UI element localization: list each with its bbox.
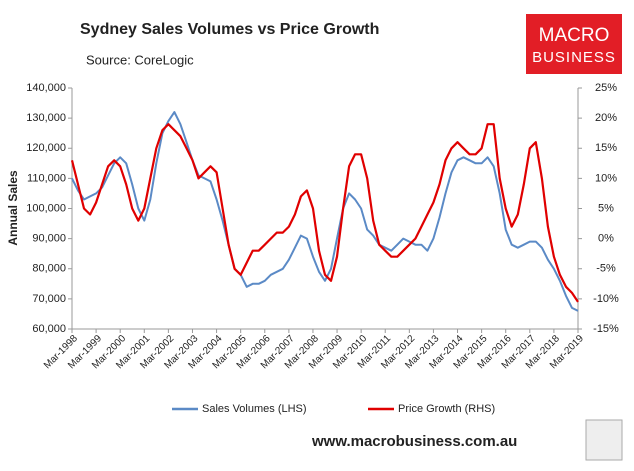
logo-text: BUSINESS (532, 49, 616, 66)
y-tick-label: 90,000 (32, 233, 66, 245)
y-tick-label: 110,000 (27, 172, 66, 184)
logo-box (526, 14, 622, 74)
y-tick-label: 80,000 (32, 263, 66, 275)
series-line (70, 123, 579, 303)
y2-tick-label: -5% (596, 263, 616, 275)
y-tick-label: 140,000 (26, 82, 66, 94)
fox-icon (585, 419, 623, 461)
y2-tick-label: 20% (595, 112, 617, 124)
series-line (71, 111, 579, 312)
footer: www.macrobusiness.com.au (311, 433, 517, 450)
y-tick-label: 120,000 (26, 142, 66, 154)
y2-tick-label: 5% (598, 202, 614, 214)
legend-label: Sales Volumes (LHS) (202, 403, 307, 415)
y2-tick-label: 25% (595, 82, 617, 94)
y-tick-label: 70,000 (32, 293, 66, 305)
logo-text: MACRO (539, 25, 610, 46)
y-tick-label: 130,000 (26, 112, 66, 124)
y2-tick-label: -10% (593, 293, 619, 305)
y2-tick-label: 0% (598, 233, 614, 245)
chart-subtitle: Source: CoreLogic (86, 52, 194, 67)
y-tick-label: 60,000 (32, 323, 66, 335)
chart-title: Sydney Sales Volumes vs Price Growth (80, 21, 379, 38)
y-tick-label: 100,000 (26, 202, 66, 214)
y2-tick-label: -15% (593, 323, 619, 335)
y2-tick-label: 10% (595, 172, 617, 184)
legend-label: Price Growth (RHS) (398, 403, 495, 415)
y-axis-label: Annual Sales (6, 170, 20, 246)
y2-tick-label: 15% (595, 142, 617, 154)
